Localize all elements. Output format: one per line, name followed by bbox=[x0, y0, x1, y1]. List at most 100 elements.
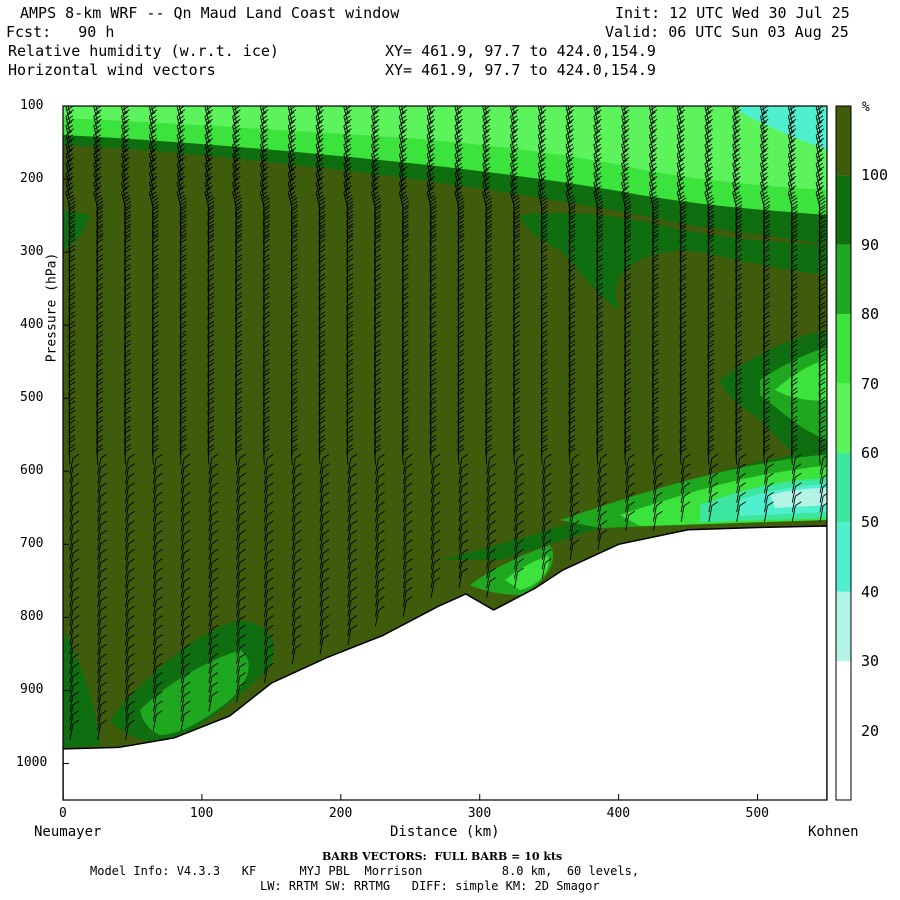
wind-barb bbox=[457, 273, 465, 294]
wind-barb bbox=[401, 320, 409, 342]
wind-barb bbox=[125, 691, 135, 712]
wind-barb bbox=[763, 244, 770, 266]
wind-barb bbox=[568, 444, 576, 465]
wind-barb bbox=[318, 311, 326, 332]
wind-barb bbox=[652, 463, 663, 484]
wind-barb bbox=[207, 358, 215, 380]
wind-barb bbox=[125, 577, 135, 598]
wind-barb bbox=[262, 282, 270, 304]
wind-barb bbox=[568, 292, 576, 313]
wind-barb bbox=[540, 254, 548, 275]
wind-barb bbox=[375, 548, 385, 570]
wind-barb bbox=[207, 197, 215, 218]
wind-barb bbox=[818, 330, 826, 351]
wind-barb bbox=[152, 539, 163, 560]
wind-barb bbox=[624, 311, 632, 332]
wind-barb bbox=[707, 311, 715, 332]
wind-barb bbox=[818, 216, 826, 237]
wind-barb bbox=[347, 453, 358, 475]
wind-barb bbox=[652, 482, 663, 503]
wind-barb bbox=[790, 358, 798, 380]
y-axis-title: Pressure (hPa) bbox=[44, 252, 60, 363]
wind-barb bbox=[125, 719, 135, 741]
wind-barb bbox=[68, 301, 76, 323]
wind-barb bbox=[735, 368, 743, 389]
wind-barb bbox=[708, 463, 719, 484]
wind-barb bbox=[735, 311, 743, 332]
wind-barb bbox=[207, 254, 215, 275]
wind-barb bbox=[486, 472, 496, 494]
wind-barb bbox=[818, 415, 826, 437]
wind-barb bbox=[97, 577, 107, 598]
colorbar-tick-label: 20 bbox=[861, 721, 880, 740]
wind-barb bbox=[679, 282, 687, 304]
wind-barb bbox=[625, 463, 635, 484]
wind-barb bbox=[596, 197, 604, 218]
wind-barb bbox=[624, 339, 632, 361]
wind-barb bbox=[680, 472, 691, 494]
wind-barb bbox=[69, 615, 80, 636]
wind-barb bbox=[96, 406, 104, 427]
wind-barb bbox=[651, 406, 659, 427]
wind-barb bbox=[319, 520, 330, 541]
wind-barb bbox=[263, 596, 274, 617]
wind-barb bbox=[235, 444, 243, 465]
wind-barb bbox=[125, 662, 135, 684]
wind-barb bbox=[374, 406, 382, 427]
wind-barb bbox=[151, 425, 159, 446]
wind-barb bbox=[596, 339, 604, 361]
wind-barb bbox=[541, 529, 552, 551]
wind-barb bbox=[679, 349, 687, 370]
wind-barb bbox=[290, 444, 298, 465]
wind-barb bbox=[596, 254, 604, 275]
wind-barb bbox=[319, 453, 330, 475]
wind-barb bbox=[707, 387, 715, 408]
wind-barb bbox=[235, 320, 243, 342]
wind-barb bbox=[597, 491, 608, 513]
wind-barb bbox=[97, 719, 107, 741]
wind-barb bbox=[68, 263, 76, 285]
y-tick-label: 700 bbox=[20, 536, 44, 552]
wind-barb bbox=[68, 434, 76, 456]
wind-barb bbox=[180, 577, 191, 598]
wind-barb bbox=[457, 387, 465, 408]
wind-barb bbox=[790, 377, 798, 399]
wind-barb bbox=[179, 349, 187, 370]
wind-barb bbox=[97, 691, 107, 712]
wind-barb bbox=[485, 206, 493, 228]
wind-barb bbox=[290, 311, 298, 332]
wind-barb bbox=[347, 558, 358, 579]
xy-coords-2: XY= 461.9, 97.7 to 424.0,154.9 bbox=[385, 61, 656, 79]
wind-barb bbox=[319, 596, 330, 617]
wind-barb bbox=[679, 396, 687, 418]
wind-barb bbox=[568, 263, 576, 285]
wind-barb bbox=[707, 444, 715, 465]
wind-barb bbox=[401, 235, 409, 256]
wind-barb bbox=[374, 282, 382, 304]
wind-barb bbox=[707, 358, 715, 380]
wind-barb bbox=[207, 216, 215, 237]
wind-barb bbox=[430, 453, 441, 475]
wind-barb bbox=[763, 206, 771, 228]
wind-barb bbox=[208, 634, 219, 655]
wind-barb bbox=[735, 349, 743, 370]
wind-barb bbox=[68, 292, 76, 313]
wind-barb bbox=[180, 662, 191, 684]
wind-barb bbox=[735, 216, 743, 237]
wind-barb bbox=[96, 377, 104, 399]
wind-barb bbox=[735, 320, 743, 342]
wind-barb bbox=[124, 368, 131, 389]
wind-barb bbox=[457, 444, 465, 465]
wind-barb bbox=[97, 586, 107, 608]
wind-barb bbox=[679, 197, 687, 218]
wind-barb bbox=[374, 292, 382, 313]
wind-barb bbox=[458, 501, 469, 522]
wind-barb bbox=[818, 349, 826, 370]
wind-barb bbox=[624, 396, 632, 418]
wind-barb bbox=[486, 567, 496, 589]
wind-barb bbox=[290, 406, 298, 427]
colorbar-swatch bbox=[836, 453, 851, 523]
wind-barb bbox=[346, 330, 354, 351]
wind-barb bbox=[791, 453, 802, 475]
wind-barb bbox=[152, 529, 163, 551]
